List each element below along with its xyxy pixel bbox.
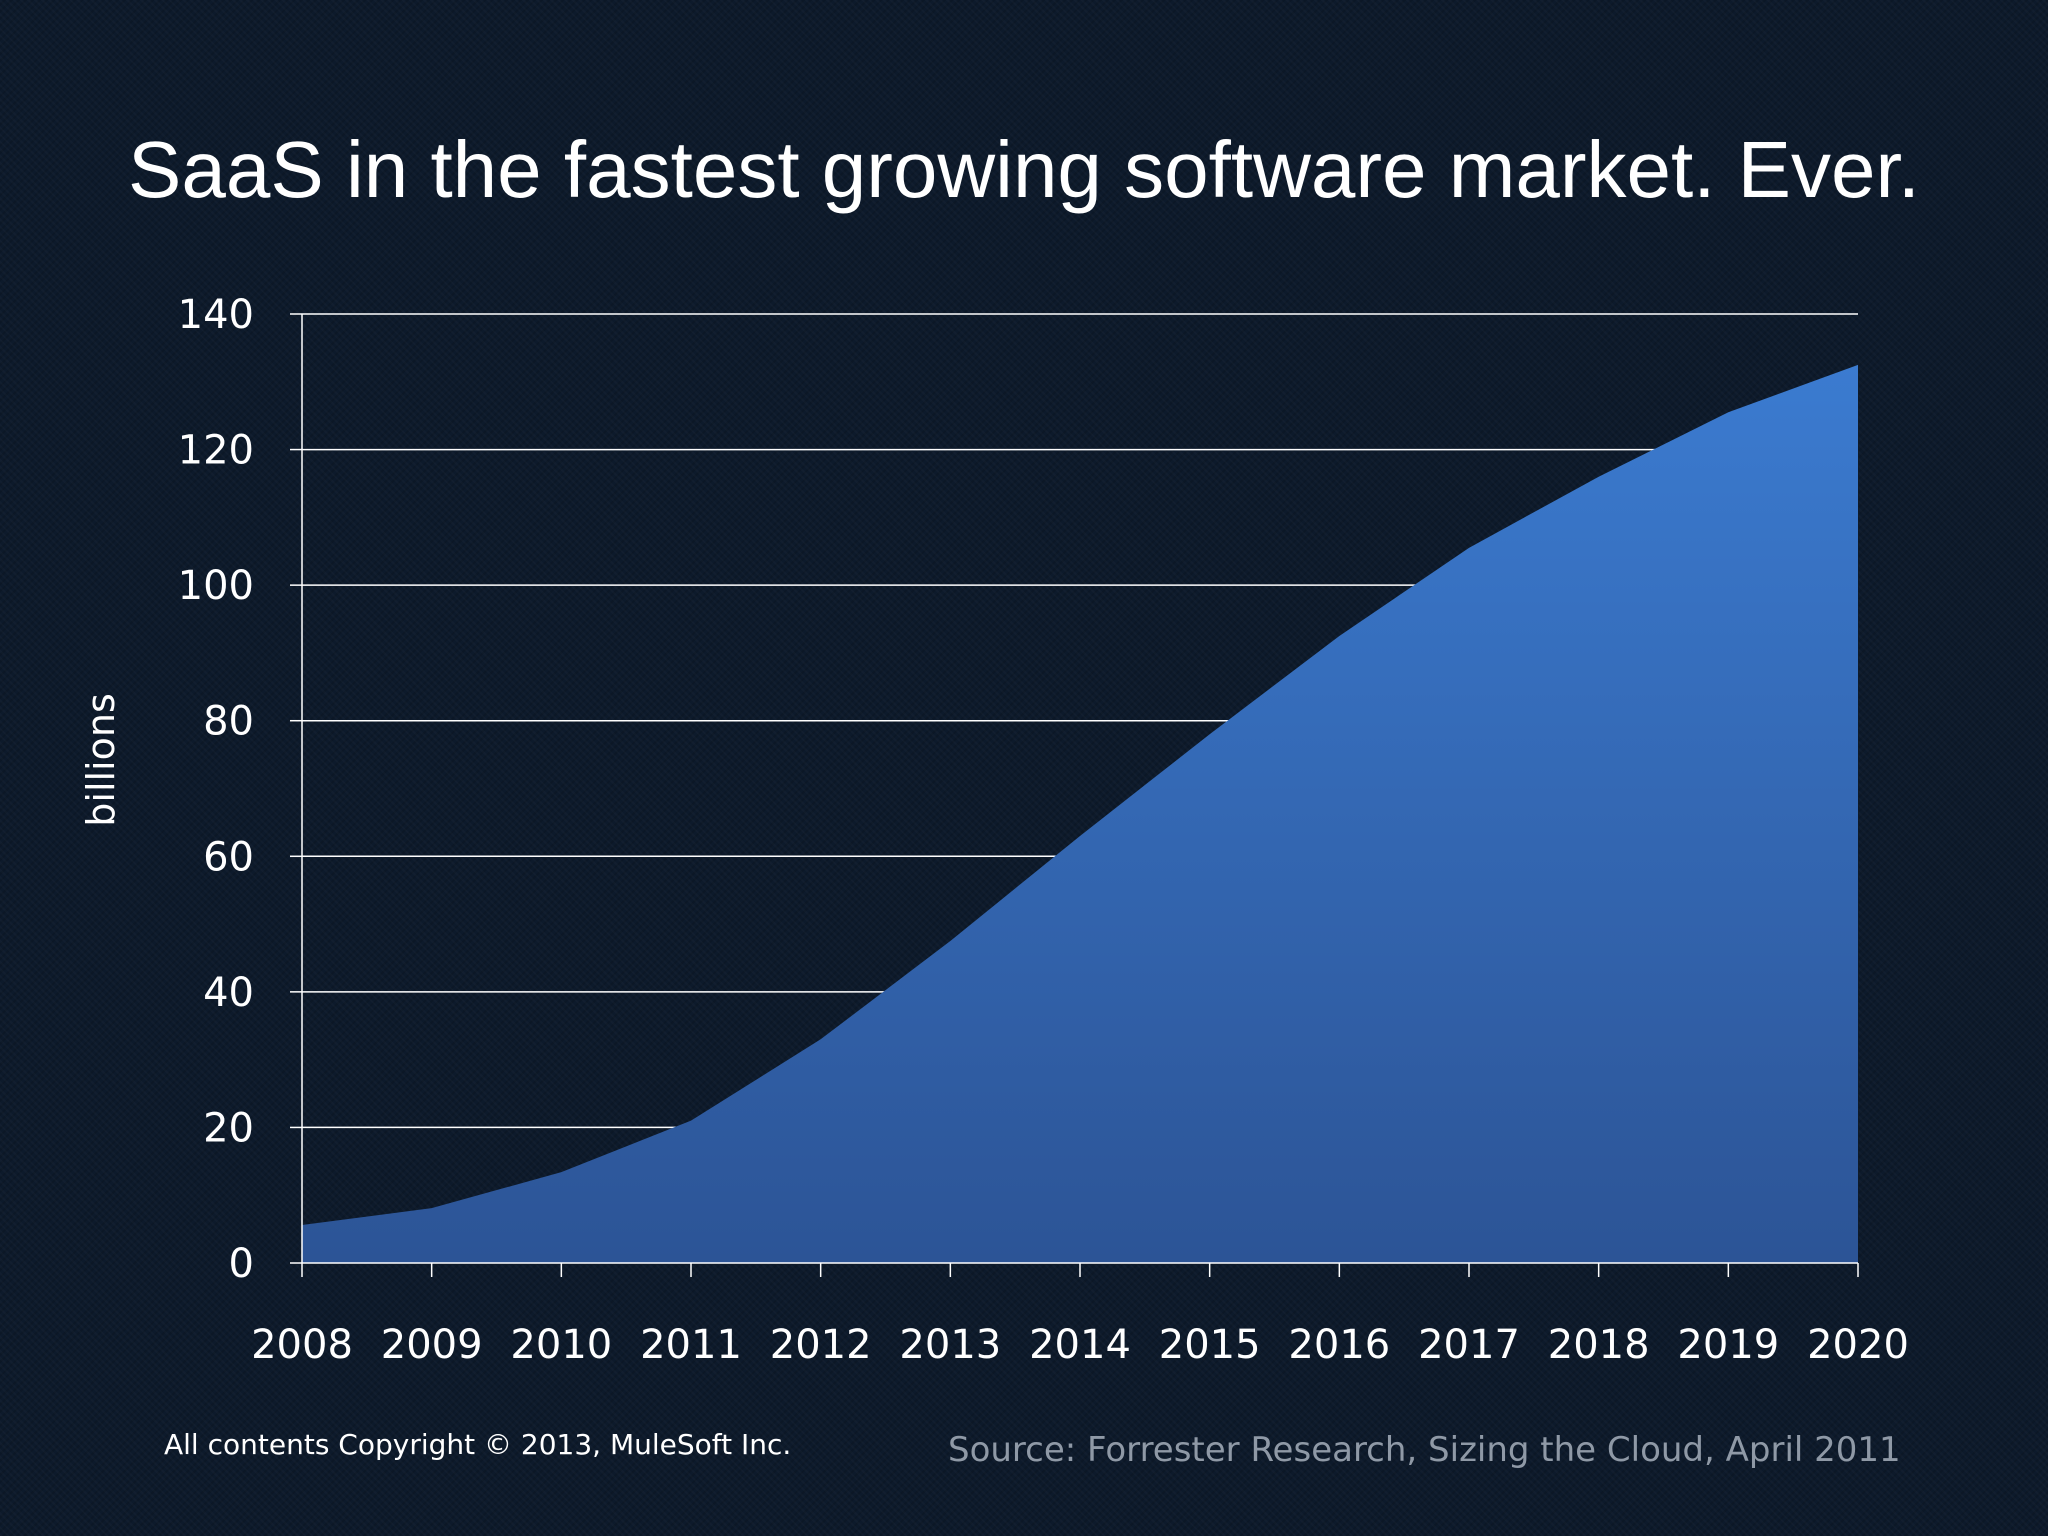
y-tick-label-60: 60 [203, 834, 254, 880]
area-series [302, 364, 1858, 1264]
x-tick-label-2009: 2009 [381, 1322, 483, 1368]
y-tick-label-80: 80 [203, 699, 254, 745]
x-tick-label-2018: 2018 [1548, 1322, 1650, 1368]
y-tick-label-0: 0 [229, 1241, 254, 1287]
area-series-0 [302, 364, 1858, 1264]
copyright-text: All contents Copyright © 2013, MuleSoft … [164, 1428, 792, 1461]
x-tick-label-2016: 2016 [1288, 1322, 1390, 1368]
x-tick-label-2012: 2012 [770, 1322, 872, 1368]
axes [290, 313, 1859, 1277]
y-tick-label-120: 120 [178, 428, 254, 474]
y-tick-labels: 0 20 40 60 80 100 120 140 [178, 292, 254, 1287]
y-tick-label-40: 40 [203, 970, 254, 1016]
y-tick-label-140: 140 [178, 292, 254, 338]
x-tick-label-2011: 2011 [640, 1322, 742, 1368]
x-tick-label-2014: 2014 [1029, 1322, 1131, 1368]
slide-title: SaaS in the fastest growing software mar… [128, 125, 1920, 214]
y-axis-title: billions [79, 693, 123, 826]
x-tick-label-2020: 2020 [1807, 1322, 1909, 1368]
x-tick-label-2017: 2017 [1418, 1322, 1520, 1368]
source-citation: Source: Forrester Research, Sizing the C… [948, 1430, 1901, 1470]
x-tick-label-2010: 2010 [510, 1322, 612, 1368]
y-tick-label-100: 100 [178, 563, 254, 609]
y-tick-label-20: 20 [203, 1105, 254, 1151]
x-tick-label-2008: 2008 [251, 1322, 353, 1368]
x-tick-labels: 2008 2009 2010 2011 2012 2013 2014 2015 2016 2017… [251, 1322, 1909, 1368]
x-tick-label-2019: 2019 [1677, 1322, 1779, 1368]
x-tick-label-2015: 2015 [1159, 1322, 1261, 1368]
x-tick-label-2013: 2013 [899, 1322, 1001, 1368]
